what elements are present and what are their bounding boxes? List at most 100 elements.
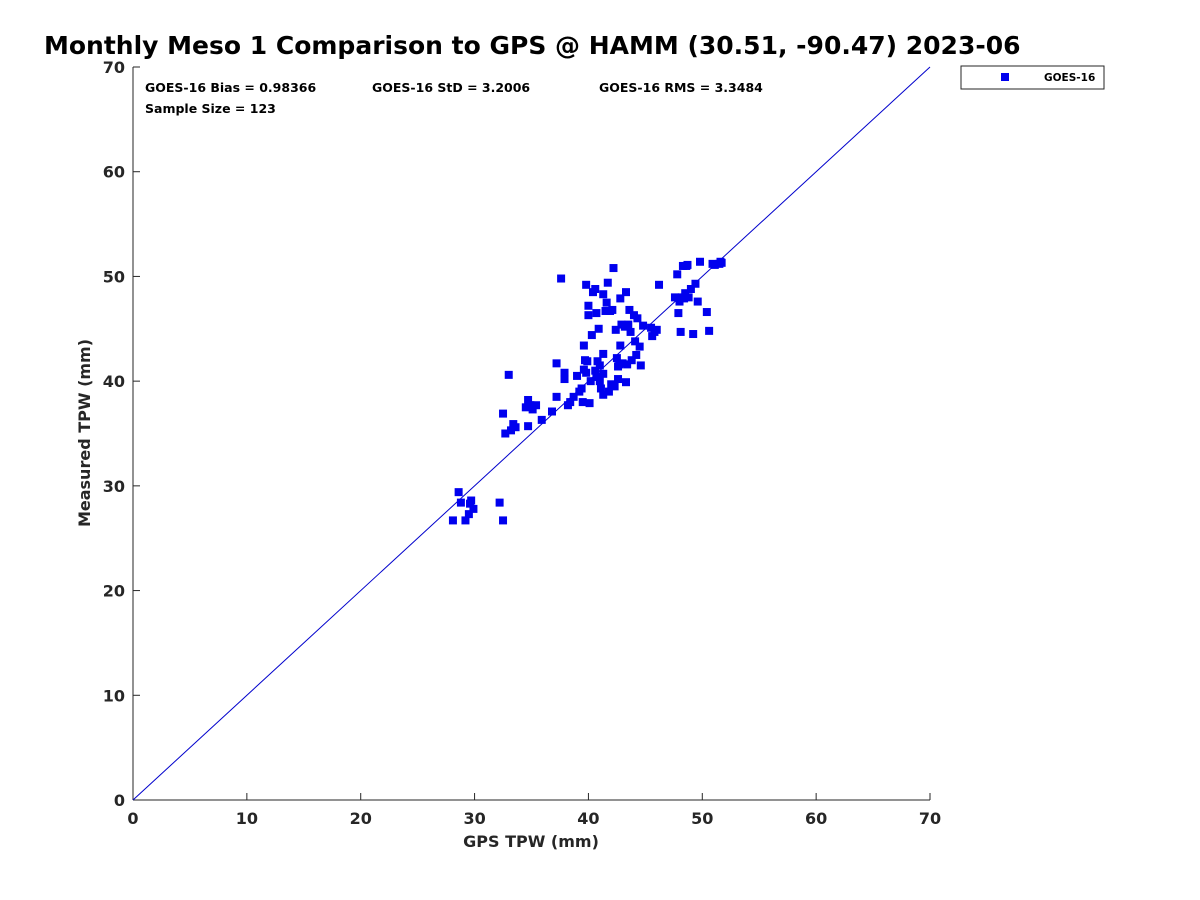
data-point <box>611 325 620 334</box>
data-point <box>577 384 586 393</box>
data-point <box>599 390 608 399</box>
y-axis-label: Measured TPW (mm) <box>75 339 94 527</box>
data-point <box>616 341 625 350</box>
data-point <box>610 382 619 391</box>
data-point <box>507 426 516 435</box>
data-point <box>624 320 633 329</box>
data-point <box>599 349 608 358</box>
data-point <box>582 280 591 289</box>
data-point <box>604 387 613 396</box>
data-point <box>591 366 600 375</box>
data-point <box>647 323 656 332</box>
data-point <box>560 368 569 377</box>
data-point <box>612 354 621 363</box>
data-point <box>591 284 600 293</box>
data-point <box>596 384 605 393</box>
data-point <box>566 398 575 407</box>
data-point <box>586 377 595 386</box>
data-point <box>631 337 640 346</box>
data-point <box>524 422 533 431</box>
x-tick-label: 60 <box>805 809 827 828</box>
data-point <box>578 398 587 407</box>
chart-title: Monthly Meso 1 Comparison to GPS @ HAMM … <box>44 31 1021 60</box>
data-point <box>717 258 726 267</box>
data-point <box>461 516 470 525</box>
data-point <box>670 293 679 302</box>
data-point <box>454 488 463 497</box>
data-point <box>674 309 683 318</box>
data-point <box>625 305 634 314</box>
data-point <box>499 516 508 525</box>
data-point <box>569 392 578 401</box>
data-point <box>626 327 635 336</box>
data-point <box>583 357 592 366</box>
data-point <box>528 405 537 414</box>
data-point <box>677 293 686 302</box>
y-tick-label: 60 <box>103 163 125 182</box>
data-point <box>526 401 535 410</box>
data-point <box>652 325 661 334</box>
data-point <box>595 377 604 386</box>
data-point <box>599 290 608 299</box>
data-point <box>696 257 705 266</box>
data-point <box>601 306 610 315</box>
x-tick-label: 70 <box>919 809 941 828</box>
data-point <box>456 498 465 507</box>
data-point <box>622 378 631 387</box>
data-point <box>616 294 625 303</box>
data-point <box>560 375 569 384</box>
data-point <box>639 321 648 330</box>
data-point <box>689 330 698 339</box>
x-tick-label: 10 <box>236 809 258 828</box>
y-tick-label: 10 <box>103 686 125 705</box>
data-point <box>595 361 604 370</box>
legend: GOES-16 <box>960 65 1105 90</box>
data-point <box>537 415 546 424</box>
x-axis-label: GPS TPW (mm) <box>463 832 599 851</box>
x-tick-label: 20 <box>350 809 372 828</box>
data-point <box>603 278 612 287</box>
data-point <box>573 371 582 380</box>
data-point <box>681 289 690 298</box>
data-point <box>521 403 530 412</box>
sample-size-stat: Sample Size = 123 <box>145 101 276 116</box>
bias-stat: GOES-16 Bias = 0.98366 <box>145 80 316 95</box>
data-point <box>579 341 588 350</box>
data-point <box>614 375 623 384</box>
data-point <box>623 360 632 369</box>
data-point <box>602 298 611 307</box>
data-point <box>622 288 631 297</box>
y-tick-label: 30 <box>103 477 125 496</box>
data-point <box>547 407 556 416</box>
data-point <box>552 392 561 401</box>
data-point <box>702 308 711 317</box>
x-tick-label: 40 <box>577 809 599 828</box>
data-point <box>552 359 561 368</box>
data-point <box>501 429 510 438</box>
data-point <box>532 401 541 410</box>
x-tick-label: 30 <box>463 809 485 828</box>
data-point <box>469 504 478 513</box>
data-point <box>448 516 457 525</box>
y-tick-label: 20 <box>103 582 125 601</box>
data-point <box>511 423 520 432</box>
data-point <box>705 326 714 335</box>
data-point <box>584 301 593 310</box>
x-tick-label: 50 <box>691 809 713 828</box>
data-point <box>592 372 601 381</box>
data-point <box>636 361 645 370</box>
data-point <box>495 498 504 507</box>
data-point <box>635 342 644 351</box>
data-point <box>632 350 641 359</box>
data-point <box>673 270 682 279</box>
y-tick-label: 50 <box>103 267 125 286</box>
data-point <box>504 370 513 379</box>
data-point <box>627 356 636 365</box>
legend-marker-goes-16 <box>1001 73 1009 81</box>
data-point <box>675 297 684 306</box>
data-point <box>599 369 608 378</box>
y-tick-label: 0 <box>114 791 125 810</box>
std-stat: GOES-16 StD = 3.2006 <box>372 80 530 95</box>
data-point <box>608 305 617 314</box>
